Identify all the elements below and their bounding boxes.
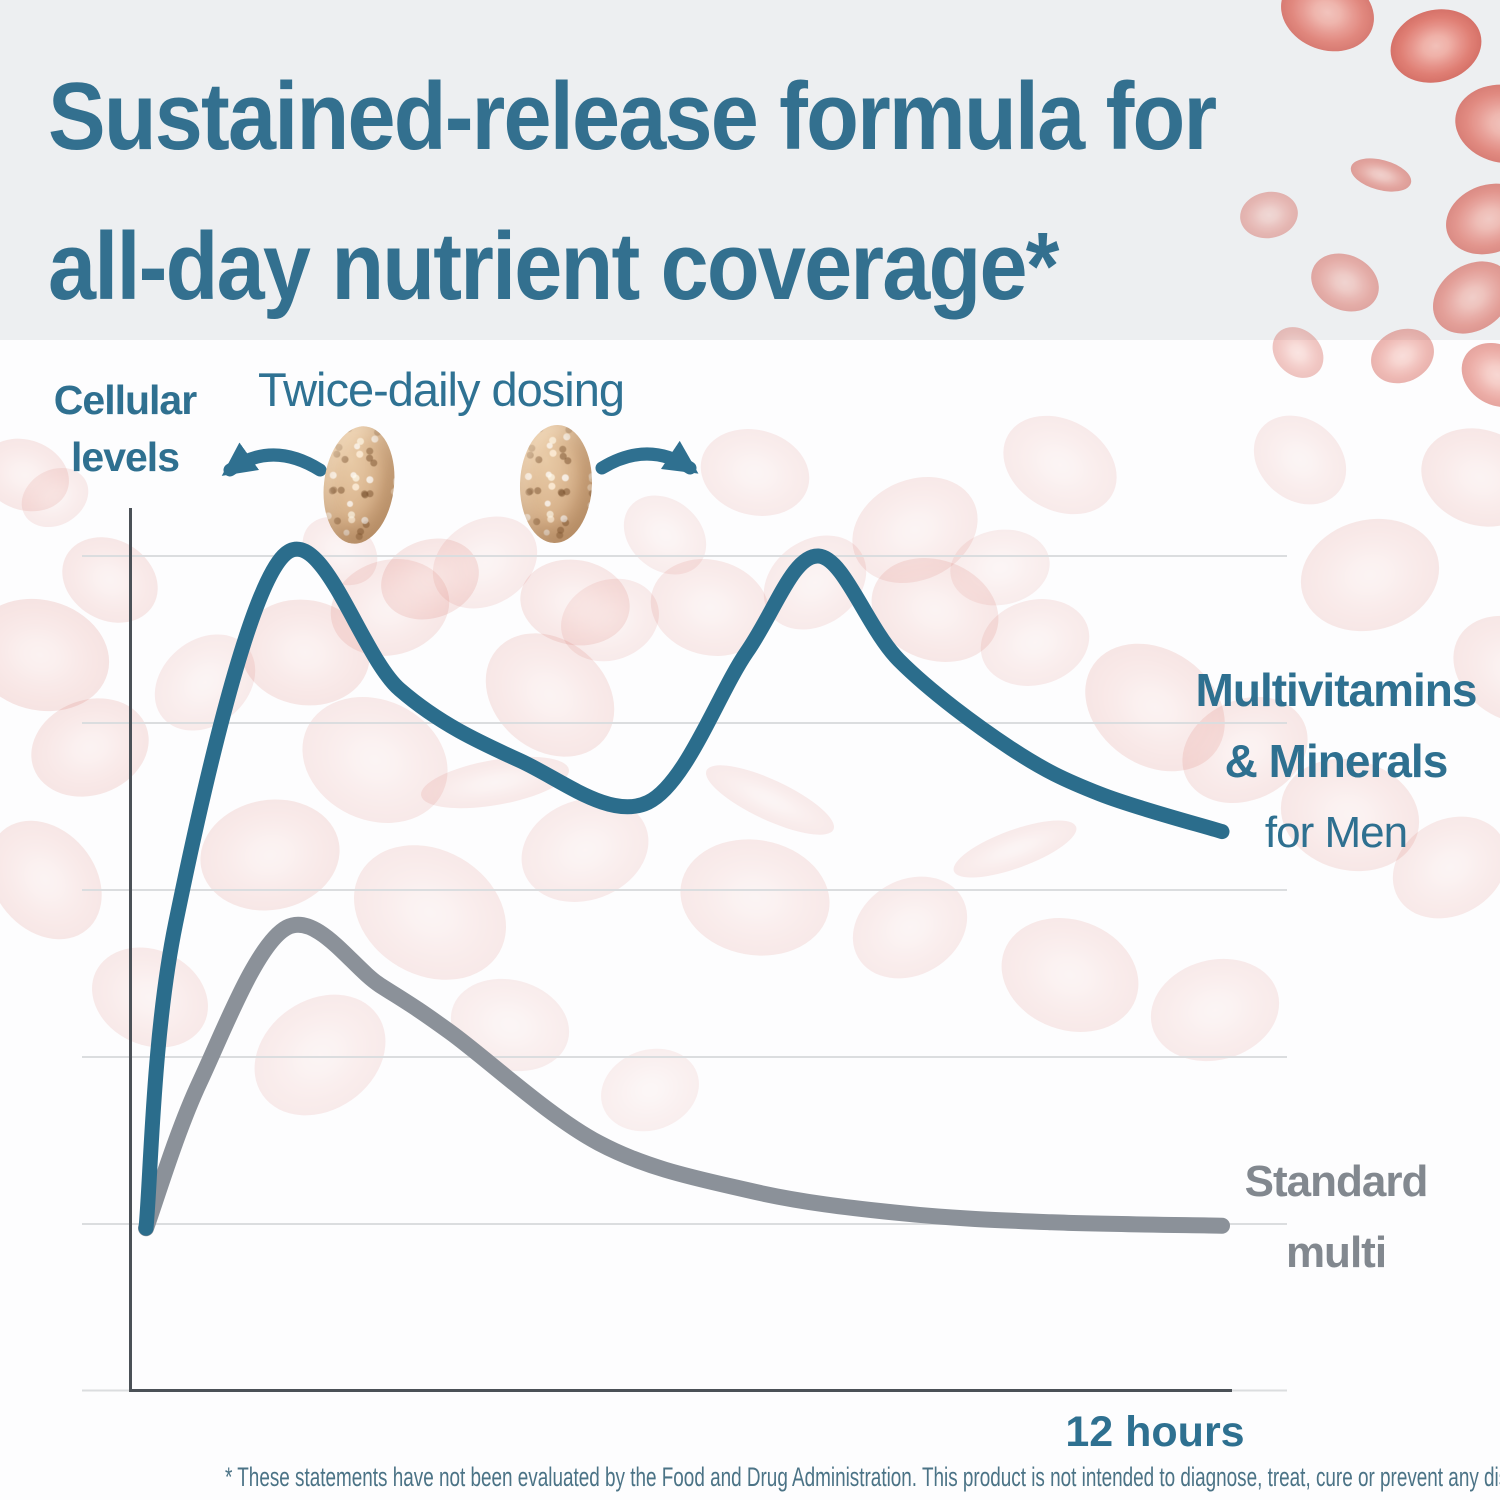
red-blood-cell-icon xyxy=(191,788,349,922)
page-title: Sustained-release formula for all-day nu… xyxy=(48,42,1488,342)
red-blood-cell-icon xyxy=(944,521,1056,614)
red-blood-cell-icon xyxy=(589,1035,711,1145)
gridlines xyxy=(82,555,1287,1225)
red-blood-cell-icon xyxy=(671,827,839,968)
series-label-multivitamins-men: Multivitamins & Minerals for Men xyxy=(1195,664,1478,857)
red-blood-cell-icon xyxy=(856,540,1014,680)
y-axis-label: Cellular levels xyxy=(53,377,197,480)
fda-disclaimer: * These statements have not been evaluat… xyxy=(225,1462,1500,1492)
curved-arrow-right-icon xyxy=(595,440,699,475)
red-blood-cell-icon xyxy=(440,966,580,1084)
red-blood-cell-icon xyxy=(834,856,986,999)
red-blood-cell-icon xyxy=(947,808,1083,890)
red-blood-cell-icon xyxy=(690,417,820,528)
red-blood-cell-icon xyxy=(231,589,379,716)
header-band xyxy=(0,0,1500,340)
red-blood-cell-icon xyxy=(1139,944,1291,1076)
series-multivitamins-men-curve xyxy=(138,541,1230,1236)
red-blood-cell-icon xyxy=(745,516,885,649)
x-axis-label: 12 hours xyxy=(1065,1408,1245,1456)
dose-annotation: Twice-daily dosing xyxy=(258,363,625,416)
supplement-pill-icon-right xyxy=(517,423,595,545)
red-blood-cell-icon xyxy=(75,929,225,1066)
red-blood-cell-icon xyxy=(231,969,409,1141)
red-blood-cell-icon xyxy=(46,520,174,640)
red-blood-cell-icon xyxy=(639,546,781,669)
curved-arrow-left-icon xyxy=(221,442,327,477)
red-blood-cell-icon xyxy=(135,614,275,751)
red-blood-cell-icon xyxy=(1235,397,1365,523)
supplement-pill-icon-left xyxy=(317,422,401,548)
red-blood-cell-icon xyxy=(506,780,664,920)
red-blood-cell-icon xyxy=(417,747,573,818)
series-label-standard-multi: Standard multi xyxy=(1244,1157,1429,1277)
red-blood-cell-icon xyxy=(1407,412,1500,543)
red-blood-cell-icon xyxy=(698,752,842,848)
page-title-line2: all-day nutrient coverage* xyxy=(48,213,1059,320)
red-blood-cell-icon xyxy=(985,396,1135,534)
red-blood-cell-icon xyxy=(834,457,996,603)
red-blood-cell-icon xyxy=(0,798,126,962)
red-blood-cell-icon xyxy=(608,479,722,591)
series-standard-multi-curve xyxy=(138,916,1230,1237)
red-blood-cell-icon xyxy=(461,607,639,783)
red-blood-cell-icon xyxy=(17,682,163,813)
red-blood-cell-icon xyxy=(985,899,1155,1051)
red-blood-cell-icon xyxy=(1288,503,1452,647)
red-blood-cell-icon xyxy=(549,565,671,675)
red-blood-cell-icon xyxy=(369,525,491,633)
red-blood-cell-icon xyxy=(1450,330,1500,420)
red-blood-cell-icon xyxy=(970,587,1100,698)
red-blood-cell-icon xyxy=(513,551,637,654)
red-blood-cell-icon xyxy=(0,583,122,727)
red-blood-cell-icon xyxy=(329,818,531,1007)
red-blood-cell-icon xyxy=(281,673,469,847)
page-title-line1: Sustained-release formula for xyxy=(48,63,1217,170)
red-blood-cell-icon xyxy=(319,546,461,669)
